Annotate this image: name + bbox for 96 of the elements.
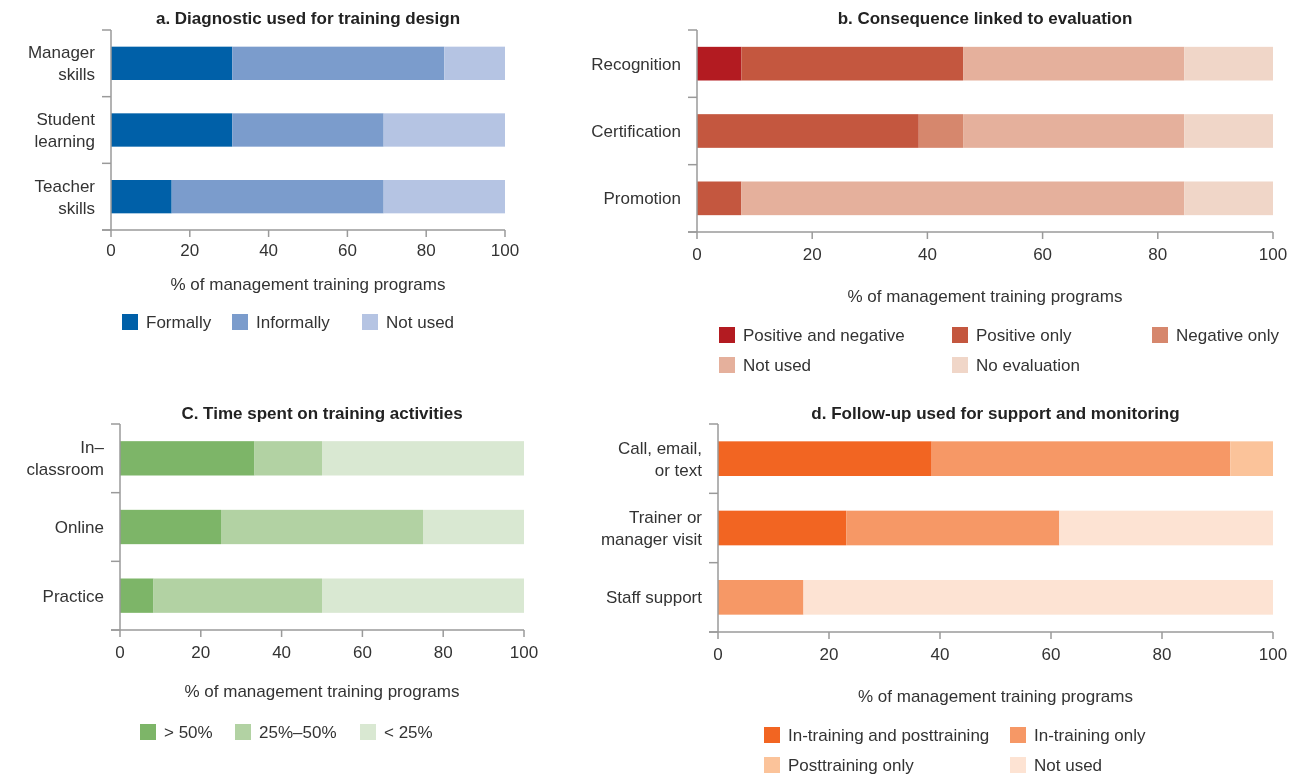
bar (383, 180, 505, 214)
x-tick-label: 100 (490, 241, 520, 260)
bar (120, 509, 221, 545)
legend-label: 25%–50% (259, 723, 337, 742)
bar (741, 181, 1185, 216)
bar (1059, 510, 1273, 546)
x-axis-title: % of management training programs (184, 682, 460, 701)
bar (322, 578, 524, 613)
bar (120, 578, 154, 613)
legend-label: Formally (146, 313, 212, 332)
bar (1184, 181, 1273, 216)
bar (153, 578, 322, 613)
bar (918, 114, 964, 148)
bar (1230, 441, 1273, 476)
bar (697, 181, 742, 216)
legend-label: Positive only (976, 326, 1072, 345)
bar (718, 441, 932, 476)
x-tick-label: 40 (917, 245, 937, 264)
x-tick-label: 80 (433, 643, 453, 662)
y-tick-label: Recognition (591, 54, 681, 74)
chart-title: b. Consequence linked to evaluation (837, 9, 1133, 28)
bar (120, 441, 255, 476)
legend-label: In-training only (1034, 726, 1146, 745)
bar (111, 46, 233, 80)
x-tick-label: 60 (1033, 245, 1053, 264)
x-tick-label: 60 (337, 241, 357, 260)
y-tick-label: Teacher skills (34, 176, 96, 218)
y-tick-label: Staff support (605, 588, 703, 608)
y-tick-label: In–classroom (26, 438, 105, 480)
bar (803, 580, 1273, 615)
x-tick-label: 60 (352, 643, 372, 662)
y-tick-label: Promotion (603, 189, 681, 209)
legend-label: Informally (256, 313, 331, 332)
x-tick-label: 40 (272, 643, 292, 662)
y-tick-label: Call, email, or text (617, 438, 703, 480)
chart-title: d. Follow-up used for support and monitoring (811, 404, 1180, 423)
x-tick-label: 20 (191, 643, 211, 662)
legend-label: > 50% (164, 723, 213, 742)
x-tick-label: 80 (1152, 645, 1172, 664)
x-tick-label: 100 (509, 643, 539, 662)
bar (931, 441, 1231, 476)
legend-label: Not used (386, 313, 455, 332)
bar (963, 46, 1185, 81)
bar (718, 510, 847, 546)
x-tick-label: 80 (416, 241, 436, 260)
x-axis-title: % of management training programs (847, 287, 1123, 306)
legend-label: < 25% (384, 723, 433, 742)
legend-label: In-training and posttraining (788, 726, 990, 745)
x-axis-title: % of management training programs (858, 687, 1133, 706)
bar (718, 580, 804, 615)
x-tick-label: 40 (930, 645, 950, 664)
bar (1184, 114, 1273, 148)
bar (846, 510, 1060, 546)
bar (444, 46, 505, 80)
y-tick-label: Student learning (34, 109, 96, 151)
x-tick-label: 0 (106, 241, 116, 260)
x-tick-label: 20 (802, 245, 822, 264)
bar (221, 509, 423, 545)
bar (1184, 46, 1273, 81)
bar (963, 114, 1185, 148)
bar (111, 113, 233, 147)
bar (383, 113, 505, 147)
x-tick-label: 20 (819, 645, 839, 664)
x-tick-label: 100 (1258, 645, 1288, 664)
x-tick-label: 20 (180, 241, 200, 260)
bar (254, 441, 322, 476)
y-tick-label: Trainer or manager visit (600, 507, 703, 549)
y-tick-label: Manager skills (27, 43, 96, 85)
x-tick-label: 0 (713, 645, 723, 664)
x-tick-label: 0 (692, 245, 702, 264)
legend-label: Not used (1034, 756, 1103, 775)
legend-label: No evaluation (976, 356, 1080, 375)
bar (423, 509, 524, 545)
bar (232, 113, 384, 147)
chart-title: C. Time spent on training activities (181, 404, 463, 423)
bar (741, 46, 964, 81)
chart-title: a. Diagnostic used for training design (155, 9, 461, 28)
x-tick-label: 100 (1258, 245, 1288, 264)
y-tick-label: Practice (42, 586, 104, 606)
bar (232, 46, 445, 80)
legend-label: Negative only (1176, 326, 1280, 345)
bar (322, 441, 524, 476)
x-tick-label: 40 (259, 241, 279, 260)
y-tick-label: Certification (591, 121, 681, 141)
x-tick-label: 0 (115, 643, 125, 662)
x-tick-label: 80 (1148, 245, 1168, 264)
bar (111, 180, 172, 214)
legend-label: Positive and negative (743, 326, 905, 345)
legend-label: Posttraining only (788, 756, 915, 775)
bar (697, 114, 919, 148)
legend-label: Not used (743, 356, 812, 375)
y-tick-label: Online (54, 517, 104, 537)
bar (697, 46, 742, 81)
x-axis-title: % of management training programs (170, 275, 446, 294)
x-tick-label: 60 (1041, 645, 1061, 664)
bar (171, 180, 384, 214)
